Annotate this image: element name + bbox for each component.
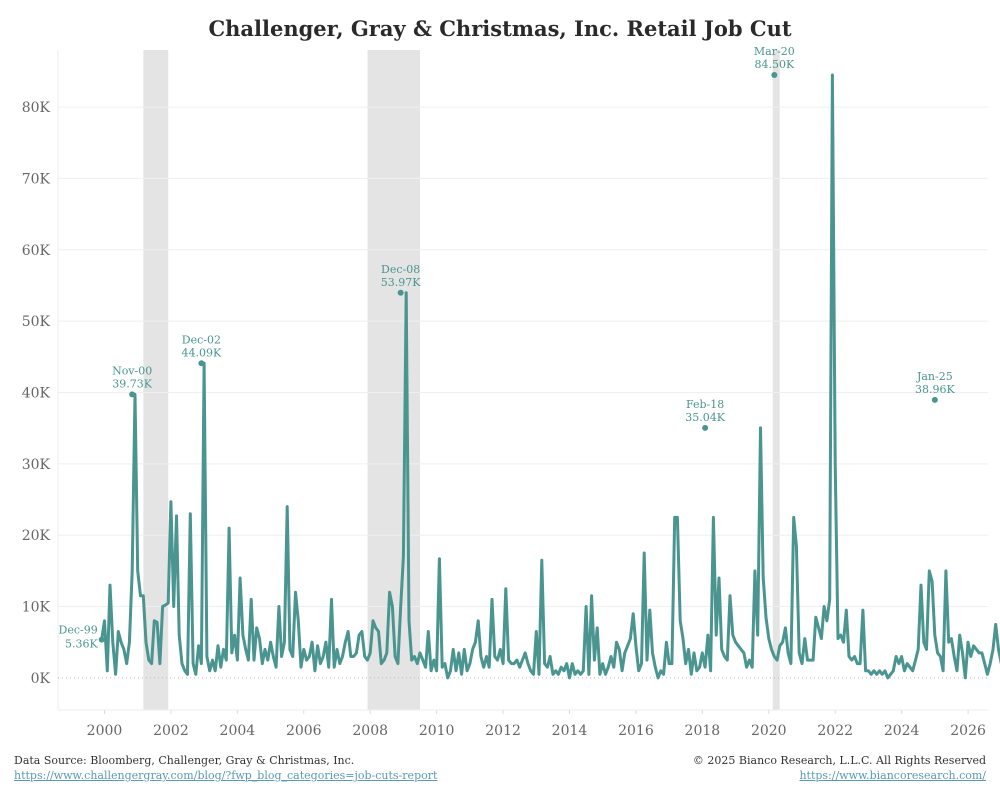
annotation-date: Nov-00: [112, 364, 152, 377]
annotation-date: Jan-25: [916, 370, 953, 383]
footer-source: Data Source: Bloomberg, Challenger, Gray…: [14, 753, 437, 783]
annotation-value: 84.50K: [754, 58, 794, 71]
x-tick-label: 2014: [552, 723, 588, 739]
annotation-point: [931, 396, 938, 403]
annotation-value: 39.73K: [112, 377, 152, 390]
annotation-date: Feb-18: [686, 398, 724, 411]
recession-band: [772, 50, 780, 710]
x-tick-label: 2008: [352, 723, 388, 739]
y-tick-label: 40K: [22, 385, 51, 401]
annotation-point: [98, 636, 105, 643]
x-axis: 2000 2002 2004 2006 2008 2010 2012 2014 2016 2018…: [87, 710, 986, 739]
annotation-value: 53.97K: [381, 276, 421, 289]
x-tick-label: 2002: [153, 723, 189, 739]
data-source-label: Data Source: Bloomberg, Challenger, Gray…: [14, 754, 355, 767]
x-tick-label: 2026: [950, 723, 986, 739]
annotation-date: Mar-20: [754, 45, 795, 58]
y-tick-label: 50K: [22, 314, 51, 330]
chart-title: Challenger, Gray & Christmas, Inc. Retai…: [208, 16, 792, 41]
annotation-date: Dec-99: [59, 624, 98, 637]
annotation-point: [129, 391, 136, 398]
series-line-retail-job-cuts: [100, 73, 1000, 680]
copyright-label: © 2025 Bianco Research, L.L.C. All Right…: [692, 754, 986, 767]
y-tick-label: 10K: [22, 600, 51, 616]
annotation-date: Dec-08: [381, 263, 420, 276]
x-tick-label: 2004: [220, 723, 256, 739]
annotation-point: [198, 360, 205, 367]
x-tick-label: 2012: [485, 723, 521, 739]
annotation-value: 5.36K: [65, 638, 98, 651]
annotation-value: 44.09K: [182, 346, 222, 359]
annotation-point: [702, 424, 709, 431]
series-layer: [100, 73, 1000, 680]
y-tick-label: 80K: [22, 100, 51, 116]
y-tick-label: 60K: [22, 243, 51, 259]
x-tick-label: 2000: [87, 723, 123, 739]
annotation-point: [397, 289, 404, 296]
annotation-value: 35.04K: [685, 411, 725, 424]
y-axis: 0K 10K 20K 30K 40K 50K 60K 70K 80K: [22, 100, 51, 687]
x-tick-label: 2020: [751, 723, 787, 739]
x-tick-label: 2010: [419, 723, 455, 739]
gridlines: [57, 50, 988, 711]
y-tick-label: 0K: [31, 671, 51, 687]
x-tick-label: 2018: [685, 723, 721, 739]
x-tick-label: 2024: [884, 723, 920, 739]
recession-band: [367, 50, 421, 710]
footer-copyright: © 2025 Bianco Research, L.L.C. All Right…: [693, 753, 986, 783]
x-tick-label: 2016: [618, 723, 654, 739]
source-link[interactable]: https://www.challengergray.com/blog/?fwp…: [14, 769, 438, 782]
y-tick-label: 20K: [22, 528, 51, 544]
y-tick-label: 70K: [22, 171, 51, 187]
x-tick-label: 2006: [286, 723, 322, 739]
x-tick-label: 2022: [817, 723, 853, 739]
recession-bands: [143, 50, 780, 710]
annotation-value: 38.96K: [915, 383, 955, 396]
annotation-point: [771, 71, 778, 78]
recession-band: [143, 50, 169, 710]
annotation-date: Dec-02: [182, 333, 221, 346]
y-tick-label: 30K: [22, 457, 51, 473]
site-link[interactable]: https://www.biancoresearch.com/: [799, 769, 986, 782]
